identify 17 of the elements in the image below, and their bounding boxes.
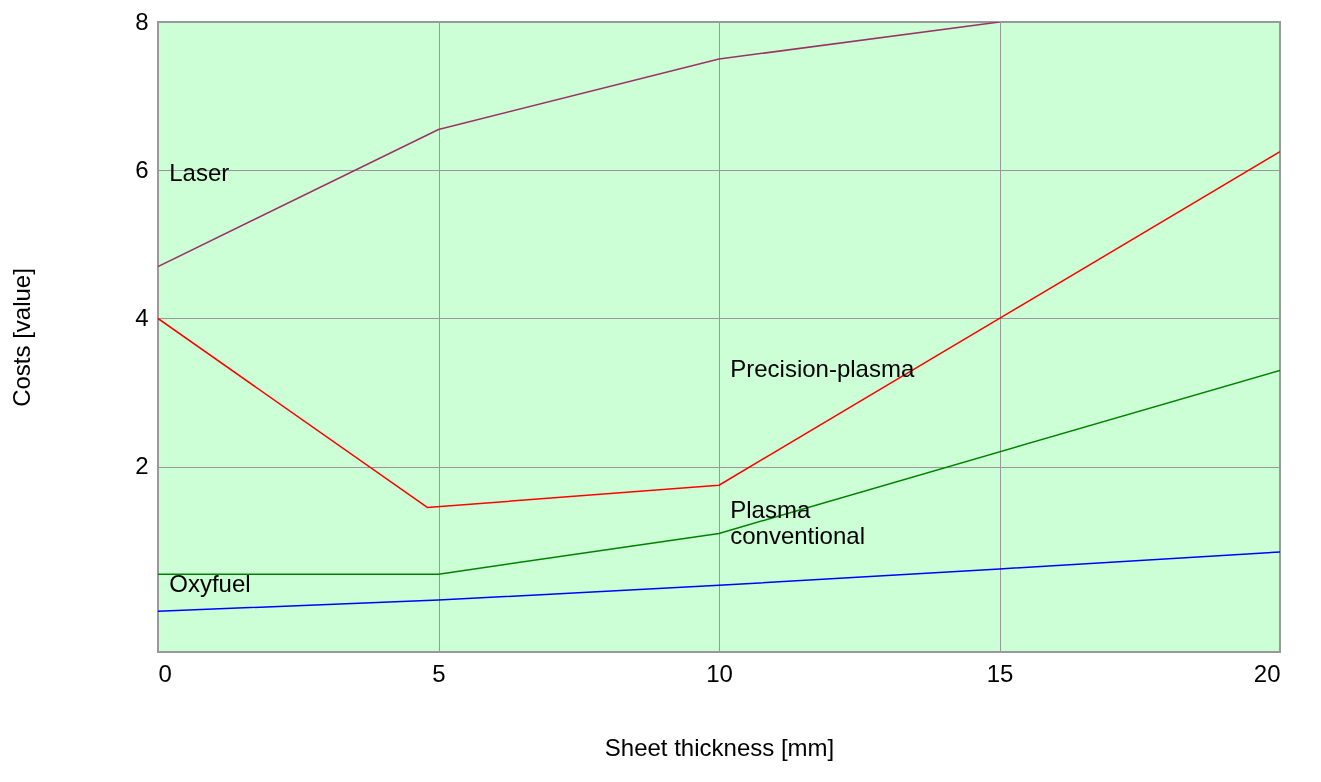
y-tick-label: 6 [135,155,149,183]
x-axis-title: Sheet thickness [mm] [604,733,835,761]
y-axis-title: Costs [value] [8,268,36,407]
x-tick-label: 5 [432,659,446,687]
y-tick-label: 2 [135,452,149,480]
x-tick-label: 20 [1253,659,1281,687]
y-tick-label: 4 [135,303,149,331]
line-series [158,551,1280,612]
series-label: Oxyfuel [169,570,251,598]
series-label: Plasma conventional [730,496,865,550]
line-series [158,22,1001,268]
series-label: Precision-plasma [730,355,915,383]
y-tick-label: 8 [135,7,149,35]
x-tick-label: 10 [706,659,733,687]
x-tick-label: 0 [158,659,172,687]
series-label: Laser [169,158,230,186]
x-tick-label: 15 [986,659,1014,687]
